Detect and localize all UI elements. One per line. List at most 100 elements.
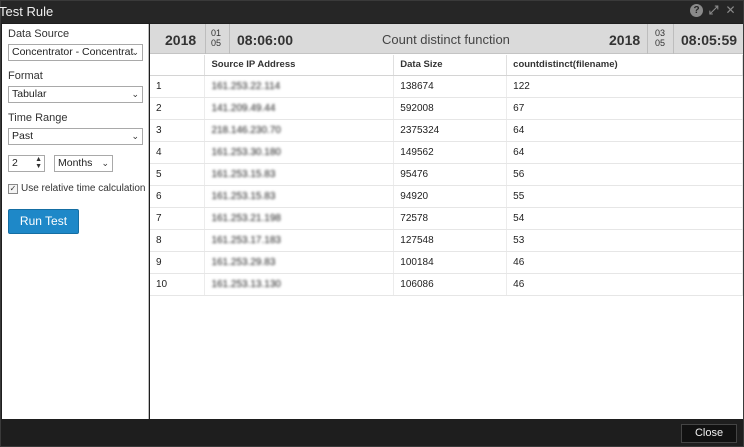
column-header-countdistinct[interactable]: countdistinct(filename): [506, 55, 743, 76]
end-month-day: 03 05: [655, 28, 665, 48]
source-ip-link[interactable]: 161.253.17.183: [204, 229, 395, 252]
time-range-value: Past: [12, 130, 34, 142]
source-ip-link[interactable]: 161.253.30.180: [204, 141, 395, 164]
format-value: Tabular: [12, 88, 47, 100]
column-header-data-size[interactable]: Data Size: [393, 55, 508, 76]
row-index: 7: [150, 207, 206, 230]
amount-stepper[interactable]: 2 ▲ ▼: [8, 155, 45, 172]
count-cell: 122: [506, 75, 743, 98]
start-month: 01: [211, 28, 222, 38]
start-day: 05: [211, 38, 222, 48]
time-unit-select[interactable]: Months ⌄: [54, 155, 113, 172]
table-row: 7 161.253.21.198 72578 54: [150, 207, 743, 230]
dialog-footer: Close: [2, 420, 743, 446]
table-row: 10 161.253.13.130 106086 46: [150, 273, 743, 296]
count-cell: 64: [506, 141, 743, 164]
data-size-cell: 149562: [393, 141, 508, 164]
data-size-cell: 72578: [393, 207, 508, 230]
count-cell: 64: [506, 119, 743, 142]
source-ip-link[interactable]: 161.253.22.114: [204, 75, 395, 98]
chevron-down-icon: ⌄: [101, 158, 109, 168]
table-row: 5 161.253.15.83 95476 56: [150, 163, 743, 186]
table-row: 6 161.253.15.83 94920 55: [150, 185, 743, 208]
title-bar[interactable]: Test Rule ? ⤢ ✕: [0, 1, 743, 23]
table-row: 3 218.146.230.70 2375324 64: [150, 119, 743, 142]
source-ip-link[interactable]: 161.253.29.83: [204, 251, 395, 274]
results-table: Source IP Address Data Size countdistinc…: [150, 55, 743, 296]
data-size-cell: 106086: [393, 273, 508, 296]
count-cell: 67: [506, 97, 743, 120]
count-cell: 46: [506, 273, 743, 296]
data-source-label: Data Source: [8, 28, 70, 40]
relative-time-option[interactable]: ✓ Use relative time calculation: [8, 183, 146, 194]
data-size-cell: 94920: [393, 185, 508, 208]
run-test-button[interactable]: Run Test: [8, 209, 79, 234]
data-size-cell: 100184: [393, 251, 508, 274]
close-icon[interactable]: ✕: [725, 3, 736, 17]
count-cell: 55: [506, 185, 743, 208]
source-ip-link[interactable]: 218.146.230.70: [204, 119, 395, 142]
data-source-value: Concentrator - Concentrat: [12, 46, 134, 58]
row-index: 6: [150, 185, 206, 208]
data-size-cell: 95476: [393, 163, 508, 186]
row-index: 8: [150, 229, 206, 252]
divider: [673, 24, 674, 54]
results-panel: 2018 01 05 08:06:00 Count distinct funct…: [150, 24, 743, 419]
format-select[interactable]: Tabular ⌄: [8, 86, 143, 103]
row-index: 3: [150, 119, 206, 142]
row-index: 5: [150, 163, 206, 186]
end-day: 05: [655, 38, 666, 48]
relative-time-checkbox[interactable]: ✓: [8, 183, 18, 194]
count-cell: 56: [506, 163, 743, 186]
table-header-row: Source IP Address Data Size countdistinc…: [150, 55, 743, 76]
maximize-icon[interactable]: ⤢: [708, 3, 719, 17]
column-header-index[interactable]: [150, 55, 206, 76]
start-month-day: 01 05: [211, 28, 221, 48]
count-cell: 46: [506, 251, 743, 274]
column-header-source-ip[interactable]: Source IP Address: [204, 55, 395, 76]
chevron-down-icon: ⌄: [131, 47, 139, 57]
data-source-select[interactable]: Concentrator - Concentrat ⌄: [8, 44, 143, 61]
dialog-title: Test Rule: [0, 4, 54, 19]
help-icon[interactable]: ?: [690, 4, 703, 17]
relative-time-label: Use relative time calculation: [21, 183, 146, 194]
table-row: 1 161.253.22.114 138674 122: [150, 75, 743, 98]
table-row: 8 161.253.17.183 127548 53: [150, 229, 743, 252]
parameters-panel: Data Source Concentrator - Concentrat ⌄ …: [2, 24, 149, 419]
count-cell: 54: [506, 207, 743, 230]
amount-value: 2: [12, 157, 18, 169]
divider: [647, 24, 648, 54]
table-row: 4 161.253.30.180 149562 64: [150, 141, 743, 164]
source-ip-link[interactable]: 161.253.21.198: [204, 207, 395, 230]
count-cell: 53: [506, 229, 743, 252]
row-index: 9: [150, 251, 206, 274]
row-index: 1: [150, 75, 206, 98]
data-size-cell: 127548: [393, 229, 508, 252]
row-index: 10: [150, 273, 206, 296]
end-month: 03: [655, 28, 666, 38]
close-button[interactable]: Close: [681, 424, 737, 443]
stepper-arrows-icon[interactable]: ▲ ▼: [35, 156, 42, 170]
title-bar-icons: ? ⤢ ✕: [690, 4, 737, 17]
end-year: 2018: [609, 32, 641, 48]
source-ip-link[interactable]: 141.209.49.44: [204, 97, 395, 120]
table-row: 2 141.209.49.44 592008 67: [150, 97, 743, 120]
data-size-cell: 2375324: [393, 119, 508, 142]
source-ip-link[interactable]: 161.253.15.83: [204, 163, 395, 186]
time-unit-value: Months: [58, 157, 93, 169]
chevron-down-icon: ⌄: [131, 131, 139, 141]
end-time: 08:05:59: [681, 32, 738, 48]
time-range-label: Time Range: [8, 112, 68, 124]
format-label: Format: [8, 70, 43, 82]
time-range-select[interactable]: Past ⌄: [8, 128, 143, 145]
divider: [229, 24, 230, 54]
time-range-header: 2018 01 05 08:06:00 Count distinct funct…: [150, 24, 743, 54]
data-size-cell: 592008: [393, 97, 508, 120]
result-title: Count distinct function: [382, 32, 510, 47]
table-row: 9 161.253.29.83 100184 46: [150, 251, 743, 274]
start-time: 08:06:00: [237, 32, 294, 48]
source-ip-link[interactable]: 161.253.13.130: [204, 273, 395, 296]
source-ip-link[interactable]: 161.253.15.83: [204, 185, 395, 208]
data-size-cell: 138674: [393, 75, 508, 98]
